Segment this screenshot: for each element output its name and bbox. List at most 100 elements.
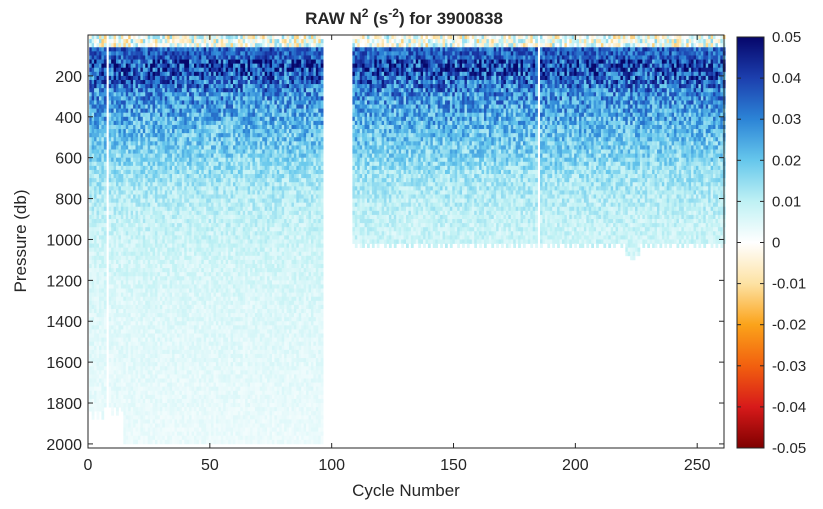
heatmap-cell: [150, 235, 153, 240]
heatmap-cell: [181, 149, 185, 154]
heatmap-cell: [89, 161, 93, 167]
heatmap-cell: [118, 59, 122, 64]
heatmap-cell: [167, 272, 170, 277]
heatmap-cell: [111, 259, 114, 265]
heatmap-cell: [157, 394, 161, 400]
heatmap-cell: [184, 251, 188, 257]
heatmap-cell: [118, 386, 122, 392]
heatmap-cell: [116, 280, 119, 285]
heatmap-cell: [118, 231, 122, 236]
heatmap-cell: [189, 435, 192, 441]
heatmap-cell: [128, 145, 131, 150]
heatmap-cell: [150, 407, 153, 412]
heatmap-cell: [164, 276, 168, 281]
heatmap-cell: [91, 341, 95, 347]
heatmap-cell: [164, 382, 168, 388]
heatmap-cell: [174, 403, 178, 408]
heatmap-cell: [103, 133, 107, 138]
heatmap-cell: [164, 137, 168, 142]
heatmap-cell: [130, 313, 134, 318]
heatmap-cell: [94, 35, 97, 40]
heatmap-cell: [159, 239, 163, 244]
heatmap-cell: [196, 423, 200, 428]
heatmap-cell: [198, 149, 202, 154]
heatmap-cell: [103, 353, 107, 359]
heatmap-cell: [176, 419, 180, 424]
heatmap-cell: [145, 382, 149, 388]
heatmap-cell: [103, 382, 107, 388]
heatmap-cell: [191, 341, 195, 347]
heatmap-cell: [208, 149, 212, 154]
heatmap-cell: [152, 210, 156, 216]
heatmap-cell: [116, 292, 119, 298]
heatmap-cell: [162, 235, 166, 240]
heatmap-cell: [191, 214, 195, 220]
heatmap-cell: [176, 378, 180, 383]
heatmap-cell: [137, 411, 141, 416]
heatmap-cell: [142, 349, 146, 355]
heatmap-cell: [123, 390, 127, 396]
heatmap-cell: [181, 55, 185, 60]
heatmap-cell: [191, 268, 195, 273]
heatmap-cell: [174, 288, 178, 293]
heatmap-cell: [189, 88, 192, 93]
heatmap-cell: [94, 300, 97, 306]
heatmap-cell: [130, 378, 134, 383]
heatmap-cell: [128, 382, 131, 388]
heatmap-cell: [201, 366, 205, 371]
heatmap-cell: [169, 411, 173, 416]
heatmap-cell: [118, 186, 122, 191]
heatmap-cell: [174, 210, 178, 216]
heatmap-cell: [118, 390, 122, 396]
heatmap-cell: [174, 88, 178, 93]
heatmap-cell: [111, 112, 114, 118]
heatmap-cell: [196, 337, 200, 343]
heatmap-cell: [118, 268, 122, 273]
heatmap-cell: [116, 411, 119, 416]
heatmap-cell: [184, 268, 188, 273]
heatmap-cell: [164, 300, 168, 306]
heatmap-cell: [206, 263, 209, 269]
heatmap-cell: [164, 280, 168, 285]
heatmap-cell: [157, 141, 161, 146]
heatmap-cell: [172, 353, 175, 359]
heatmap-cell: [189, 276, 192, 281]
heatmap-cell: [196, 194, 200, 199]
heatmap-cell: [162, 231, 166, 236]
heatmap-cell: [211, 174, 214, 179]
heatmap-cell: [140, 398, 144, 404]
heatmap-cell: [155, 182, 158, 187]
heatmap-cell: [137, 407, 141, 412]
heatmap-cell: [186, 223, 190, 228]
heatmap-cell: [89, 362, 93, 367]
heatmap-cell: [157, 186, 161, 191]
heatmap-cell: [186, 214, 190, 220]
heatmap-cell: [164, 272, 168, 277]
heatmap-cell: [189, 112, 192, 118]
heatmap-cell: [174, 353, 178, 359]
heatmap-cell: [91, 329, 95, 334]
heatmap-cell: [145, 206, 149, 212]
heatmap-cell: [203, 88, 207, 93]
heatmap-cell: [133, 104, 136, 109]
heatmap-cell: [152, 341, 156, 347]
heatmap-cell: [113, 190, 117, 195]
heatmap-cell: [152, 227, 156, 232]
heatmap-cell: [179, 313, 183, 318]
heatmap-cell: [98, 235, 102, 240]
heatmap-cell: [120, 194, 124, 199]
heatmap-cell: [123, 403, 127, 408]
heatmap-cell: [96, 47, 100, 52]
heatmap-cell: [108, 84, 112, 89]
heatmap-cell: [208, 67, 212, 73]
heatmap-cell: [169, 161, 173, 167]
heatmap-cell: [125, 329, 129, 334]
heatmap-cell: [174, 153, 178, 159]
heatmap-cell: [167, 370, 170, 375]
heatmap-cell: [211, 112, 214, 118]
heatmap-cell: [101, 317, 105, 322]
heatmap-cell: [167, 263, 170, 269]
heatmap-cell: [125, 120, 129, 126]
heatmap-cell: [179, 214, 183, 220]
heatmap-cell: [164, 116, 168, 122]
